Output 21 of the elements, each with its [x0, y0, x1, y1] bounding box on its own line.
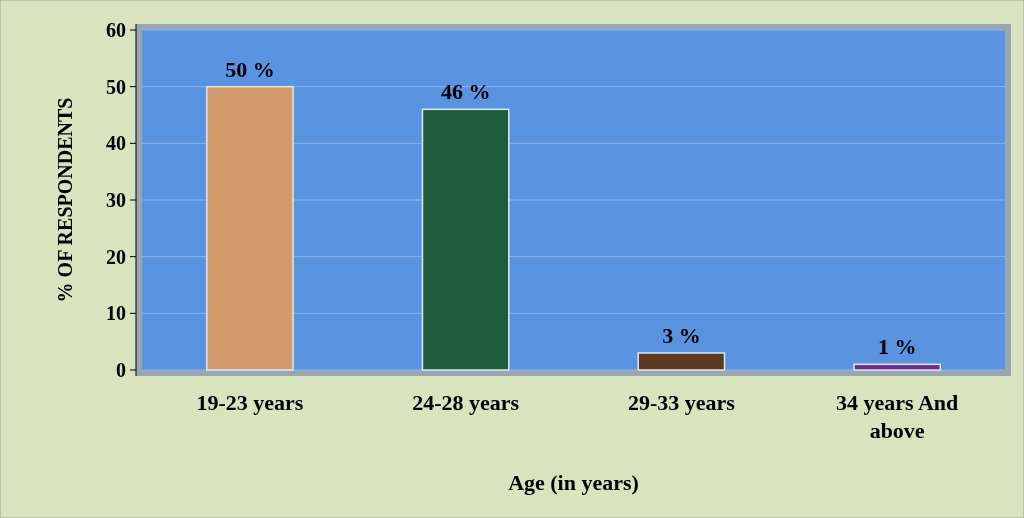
y-tick-label: 10: [106, 302, 126, 325]
x-tick-label: 19-23 years: [196, 390, 304, 415]
bar: [853, 363, 942, 371]
data-label: 1 %: [877, 334, 917, 360]
y-tick-label: 50: [106, 75, 126, 98]
y-tick-label: 0: [116, 359, 126, 381]
bar: [421, 108, 510, 371]
data-label: 46 %: [440, 79, 491, 105]
data-label: 50 %: [225, 56, 275, 82]
y-tick-label: 20: [106, 245, 126, 268]
bar: [637, 352, 726, 371]
x-tick-label: 24-28 years: [412, 390, 520, 415]
y-tick-label: 30: [106, 189, 126, 211]
y-axis-title: % OF RESPONDENTS: [54, 97, 76, 303]
x-axis-title: Age (in years): [508, 470, 639, 495]
x-tick-label: 29-33 years: [627, 390, 736, 415]
y-tick-label: 60: [106, 19, 126, 41]
bar: [205, 85, 294, 371]
data-label: 3 %: [662, 323, 701, 348]
x-tick-label: 34 years And above: [836, 390, 959, 443]
y-tick-label: 40: [106, 132, 126, 155]
